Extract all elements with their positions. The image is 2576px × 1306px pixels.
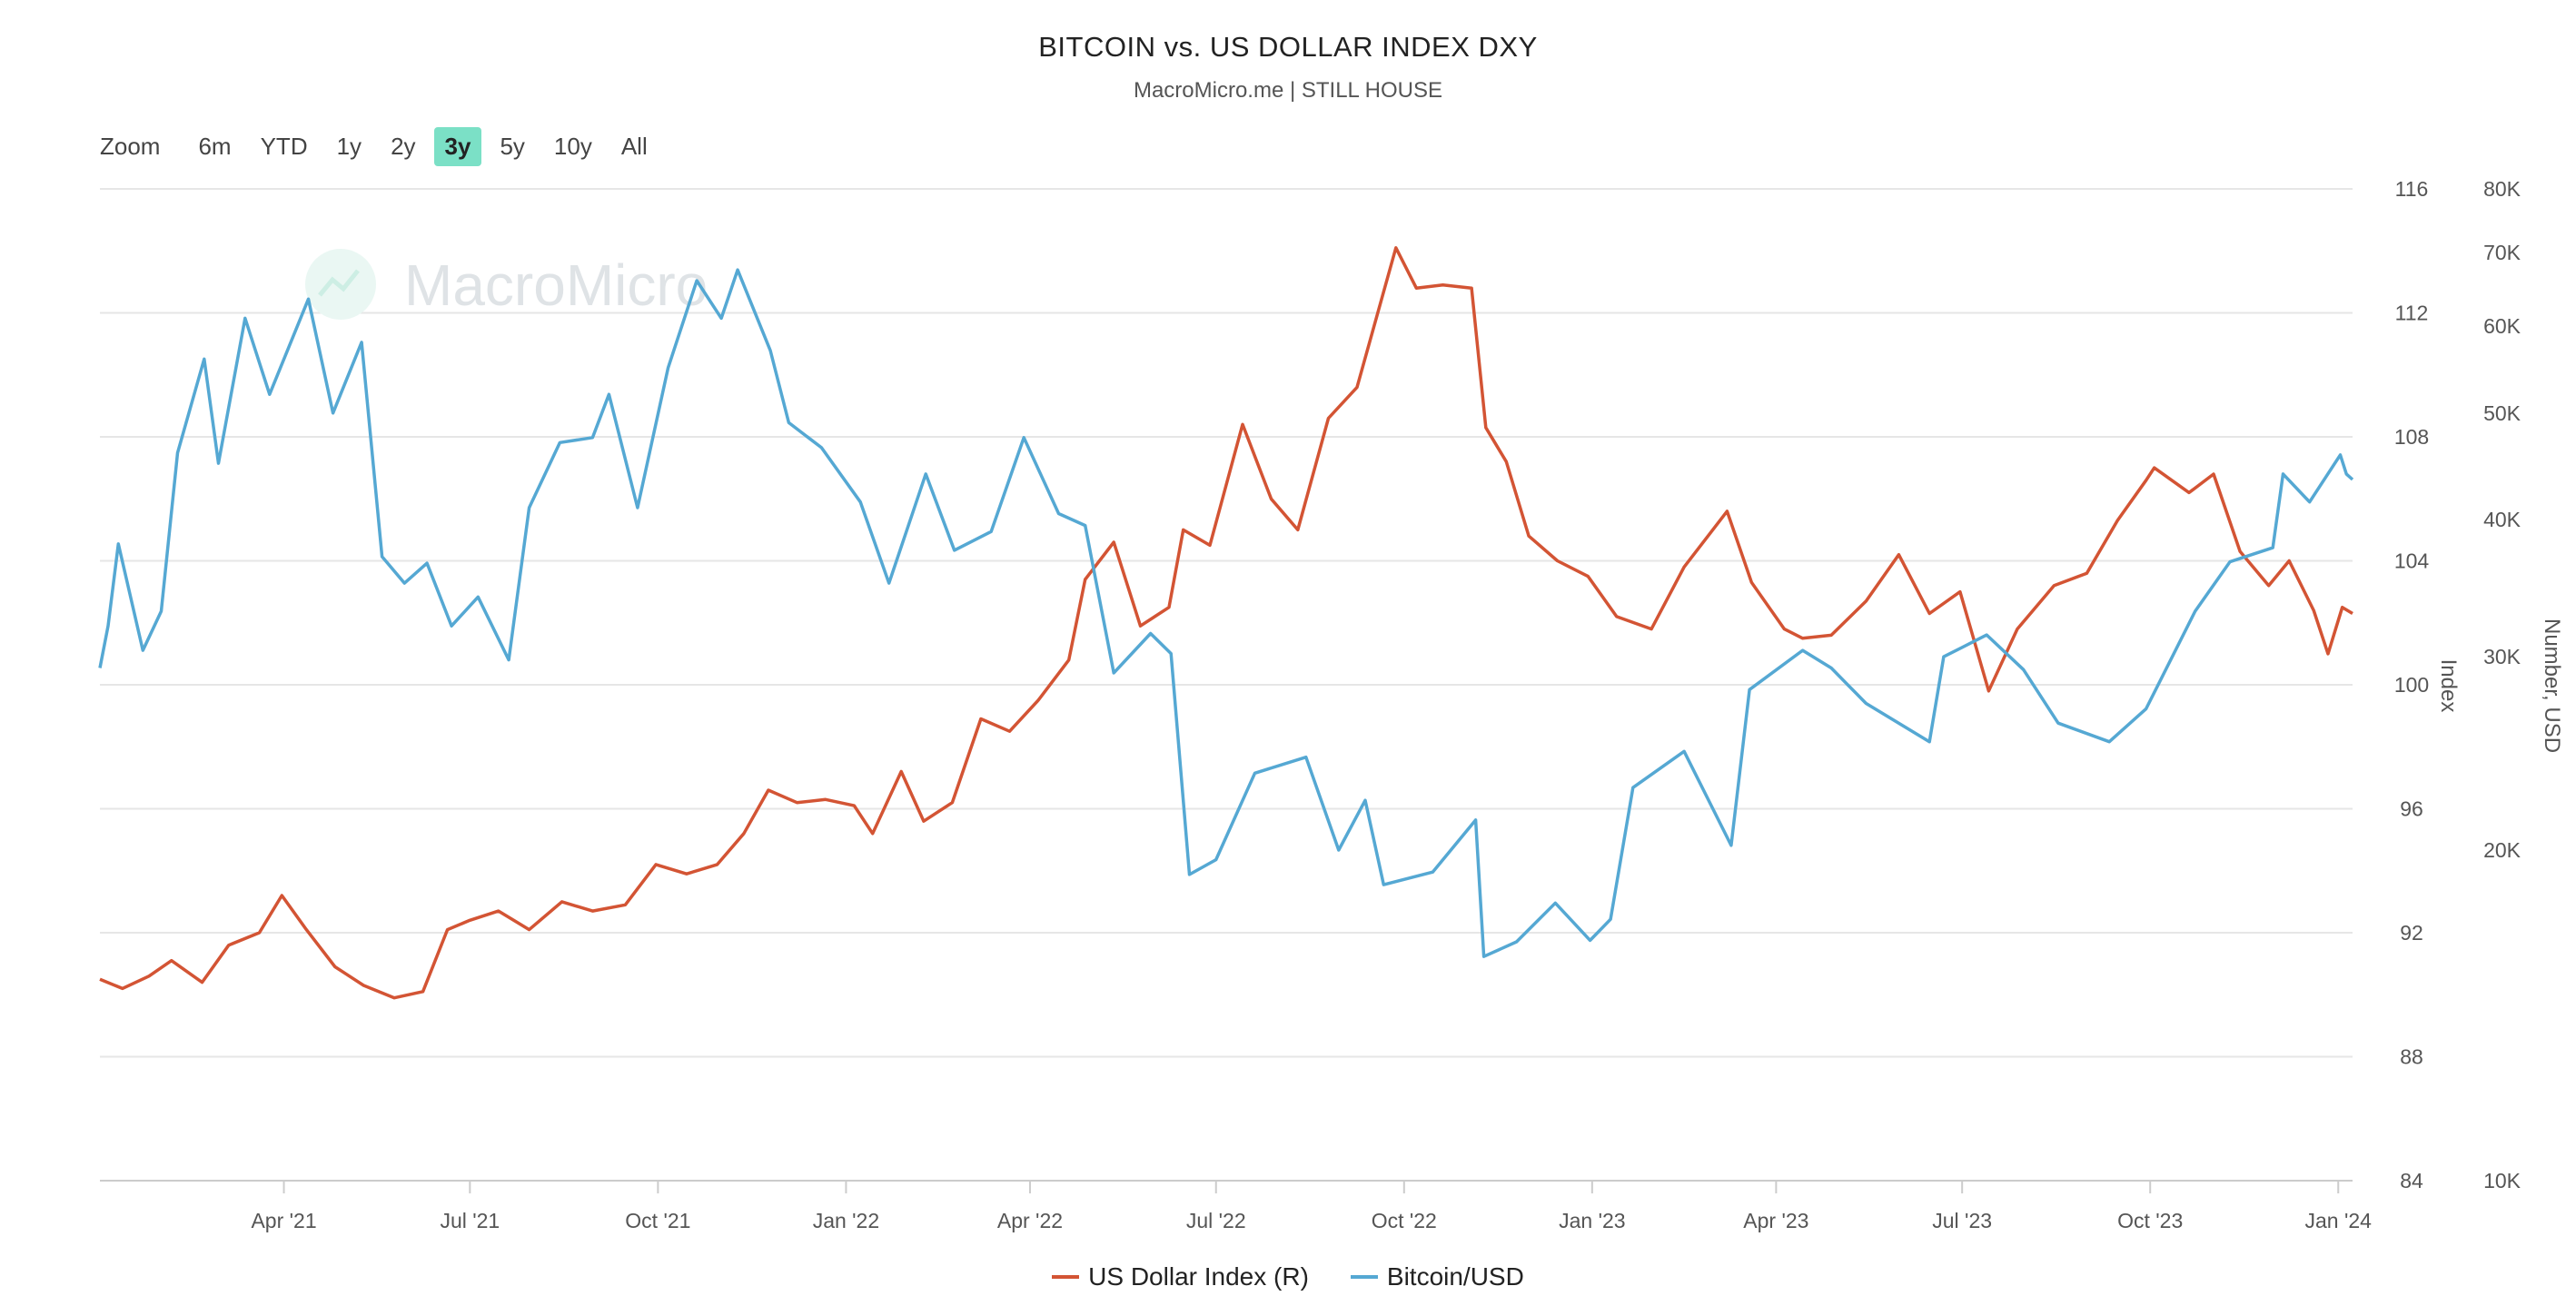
- zoom-label: Zoom: [100, 133, 161, 160]
- y-left-tick-label: 84: [2400, 1169, 2423, 1192]
- legend-swatch-bitcoin: [1350, 1275, 1378, 1279]
- range-button-ytd[interactable]: YTD: [260, 133, 308, 160]
- range-button-1y[interactable]: 1y: [336, 133, 362, 160]
- x-tick-label: Jul '23: [1932, 1209, 1992, 1232]
- watermark: MacroMicro: [305, 249, 708, 320]
- y-axis-left-title: Index: [2436, 659, 2461, 713]
- y-left-tick-label: 116: [2395, 177, 2429, 201]
- x-tick-label: Apr '23: [1743, 1209, 1808, 1232]
- logo-trend-glyph: [318, 269, 360, 297]
- x-tick-label: Oct '21: [625, 1209, 690, 1232]
- y-axis-right: 10K 20K 30K 40K 50K 60K 70K 80K: [2483, 177, 2522, 1192]
- y-left-tick-label: 108: [2394, 425, 2429, 449]
- watermark-text: MacroMicro: [404, 252, 708, 318]
- x-tick-label: Jan '22: [813, 1209, 879, 1232]
- x-tick-label: Jan '23: [1559, 1209, 1625, 1232]
- range-button-all[interactable]: All: [620, 133, 648, 160]
- y-right-tick-label: 50K: [2483, 401, 2522, 425]
- y-left-tick-label: 92: [2400, 921, 2423, 945]
- x-tick-label: Jul '22: [1186, 1209, 1246, 1232]
- y-left-tick-label: 112: [2395, 302, 2429, 325]
- y-right-tick-label: 30K: [2483, 645, 2522, 668]
- y-right-tick-label: 40K: [2483, 508, 2522, 531]
- x-tick-label: Apr '22: [997, 1209, 1063, 1232]
- range-button-10y[interactable]: 10y: [553, 133, 592, 160]
- chart-subtitle: MacroMicro.me | STILL HOUSE: [1133, 78, 1443, 103]
- range-button-6m[interactable]: 6m: [198, 133, 232, 160]
- x-tick-label: Jan '24: [2305, 1209, 2373, 1232]
- y-axis-right-title: Number, USD: [2540, 618, 2564, 753]
- x-axis: Apr '21 Jul '21 Oct '21 Jan '22 Apr '22 Jul '…: [251, 1181, 2372, 1232]
- y-left-tick-label: 100: [2394, 673, 2429, 697]
- legend-item-bitcoin[interactable]: Bitcoin/USD: [1350, 1262, 1524, 1291]
- gridlines: [100, 188, 2353, 1182]
- series-lines: [98, 246, 2354, 1000]
- range-button-3y[interactable]: 3y: [433, 127, 482, 166]
- series-line-dxy: [99, 246, 2353, 1000]
- chart-title: BITCOIN vs. US DOLLAR INDEX DXY: [1038, 31, 1538, 63]
- series-line-bitcoin: [98, 268, 2354, 958]
- y-right-tick-label: 80K: [2483, 177, 2522, 201]
- x-tick-label: Jul '21: [440, 1209, 500, 1232]
- y-left-tick-label: 104: [2394, 549, 2430, 573]
- legend-label-bitcoin: Bitcoin/USD: [1386, 1262, 1524, 1291]
- range-button-2y[interactable]: 2y: [391, 133, 416, 160]
- y-axis-left: 84 88 92 96 100 104 108 112 116: [2394, 177, 2430, 1192]
- x-tick-label: Oct '23: [2117, 1209, 2183, 1232]
- y-right-tick-label: 70K: [2483, 241, 2522, 264]
- legend: US Dollar Index (R) Bitcoin/USD: [0, 1262, 2576, 1291]
- y-right-tick-label: 10K: [2483, 1169, 2522, 1192]
- legend-item-dxy[interactable]: US Dollar Index (R): [1052, 1262, 1309, 1291]
- legend-swatch-dxy: [1052, 1275, 1080, 1279]
- x-tick-label: Oct '22: [1372, 1209, 1437, 1232]
- x-tick-label: Apr '21: [251, 1209, 316, 1232]
- range-button-5y[interactable]: 5y: [500, 133, 525, 160]
- y-right-tick-label: 60K: [2483, 314, 2522, 338]
- y-left-tick-label: 96: [2400, 797, 2423, 821]
- y-left-tick-label: 88: [2400, 1045, 2423, 1069]
- legend-label-dxy: US Dollar Index (R): [1088, 1262, 1309, 1291]
- y-right-tick-label: 20K: [2483, 838, 2522, 862]
- zoom-range-selector: Zoom 6m YTD 1y 2y 3y 5y 10y All: [100, 127, 659, 166]
